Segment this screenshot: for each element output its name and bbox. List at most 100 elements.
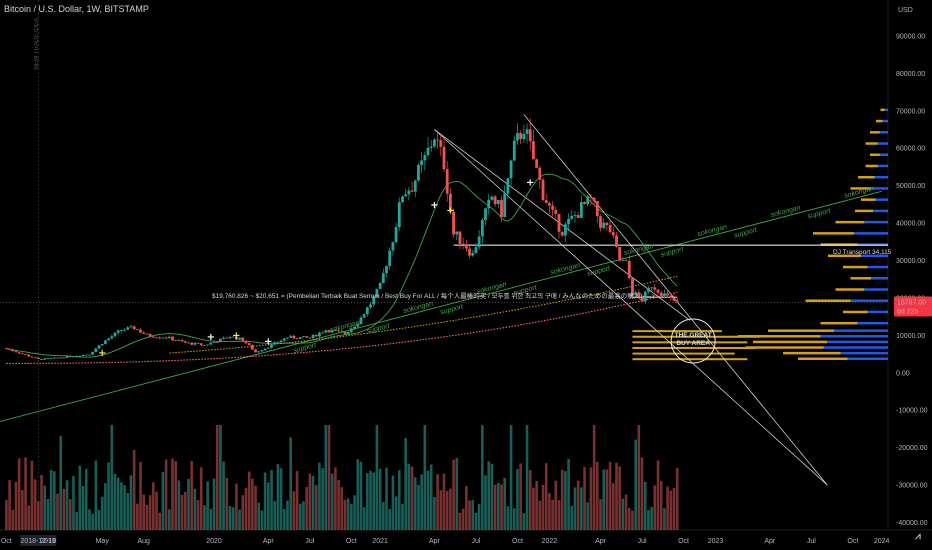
- candle-body: [506, 178, 510, 194]
- volume-bar: [267, 482, 270, 530]
- candle-body: [250, 345, 254, 350]
- current-price-label: 18787.00: [897, 299, 926, 306]
- volume-bar: [225, 477, 229, 530]
- candle-body: [273, 342, 277, 345]
- volume-profile-bar: [880, 108, 885, 112]
- volume-profile-bar: [877, 142, 888, 145]
- candle-body: [110, 336, 114, 339]
- volume-bar: [627, 508, 631, 530]
- volume-bar: [624, 494, 628, 530]
- candle-body: [321, 332, 325, 334]
- volume-bar: [608, 461, 612, 530]
- candle-body: [234, 336, 238, 340]
- volume-profile-bar: [884, 108, 888, 112]
- candle-body: [480, 220, 484, 237]
- candle-body: [119, 329, 123, 331]
- profile-extension-bar: [632, 335, 761, 338]
- candle-body: [656, 289, 660, 293]
- volume-bar: [576, 480, 580, 530]
- volume-bar: [611, 483, 615, 530]
- candle-body: [295, 338, 299, 340]
- candle-body: [429, 146, 433, 148]
- candle-body: [563, 224, 567, 236]
- tradingview-logo-icon[interactable]: ⩘: [915, 531, 921, 542]
- volume-bar: [359, 461, 363, 530]
- candle-body: [589, 196, 593, 198]
- volume-bar: [586, 502, 590, 530]
- volume-bar: [263, 472, 267, 530]
- candle-body: [203, 345, 206, 346]
- candle-body: [247, 343, 251, 346]
- volume-bar: [247, 471, 251, 530]
- volume-bar: [5, 500, 8, 530]
- volume-bar: [461, 508, 465, 530]
- volume-bar: [500, 484, 503, 530]
- candle-body: [263, 348, 267, 351]
- candle-body: [314, 334, 318, 337]
- volume-profile-bar: [850, 299, 888, 302]
- volume-bar: [423, 425, 427, 530]
- volume-bar: [72, 476, 75, 530]
- profile-extension-bar: [632, 330, 722, 333]
- candle-body: [362, 314, 366, 318]
- plus-marker-icon: +: [446, 206, 454, 217]
- volume-profile-bar: [870, 153, 880, 157]
- x-tick-label: Jul: [807, 538, 816, 545]
- volume-profile-bar: [738, 335, 821, 338]
- candle-body: [266, 347, 270, 349]
- volume-bar: [560, 469, 564, 530]
- candle-body: [385, 266, 388, 274]
- crosshair-date-box: [20, 535, 57, 546]
- profile-extension-bar: [632, 358, 748, 361]
- candle-body: [423, 155, 427, 161]
- candle-body: [599, 216, 602, 228]
- volume-profile-bar: [850, 187, 872, 190]
- candle-body: [56, 357, 59, 359]
- volume-bar: [506, 506, 510, 530]
- candle-body: [81, 354, 85, 356]
- candle-body: [132, 326, 136, 330]
- candle-body: [452, 211, 455, 235]
- volume-bar: [126, 492, 130, 530]
- candle-body: [78, 355, 82, 357]
- volume-profile-bar: [827, 340, 888, 344]
- candle-body: [187, 342, 190, 344]
- x-tick-label: Jul: [638, 538, 647, 545]
- candle-body: [627, 260, 631, 279]
- volume-bar: [212, 478, 216, 530]
- volume-bar: [314, 485, 318, 530]
- candle-body: [311, 334, 315, 339]
- candle-body: [20, 353, 24, 355]
- candle-body: [225, 337, 229, 339]
- currency-label: USD: [898, 7, 913, 14]
- volume-bar: [433, 497, 436, 530]
- candle-body: [407, 190, 411, 195]
- candle-body: [487, 199, 491, 209]
- candle-body: [254, 349, 257, 353]
- candle-body: [196, 342, 200, 344]
- candle-body: [193, 342, 197, 345]
- volume-bar: [481, 425, 484, 530]
- candle-body: [305, 336, 309, 338]
- candle-body: [135, 329, 139, 330]
- candle-body: [525, 129, 529, 134]
- volume-profile-bar: [783, 351, 841, 355]
- y-tick-label: 50000.00: [896, 183, 925, 190]
- grid: [0, 0, 932, 531]
- volume-bar: [369, 470, 372, 530]
- volume-bar: [273, 501, 277, 530]
- volume-bar: [375, 425, 379, 530]
- candle-body: [666, 293, 669, 296]
- volume-profile-bar: [820, 321, 858, 325]
- candle-body: [104, 340, 107, 344]
- x-tick-label: Jul: [305, 538, 314, 545]
- volume-bar: [78, 465, 82, 530]
- candle-body: [458, 231, 462, 244]
- volume-bar: [554, 480, 558, 530]
- volume-bar: [155, 491, 158, 530]
- volume-profile-bar: [865, 164, 878, 168]
- volume-bar: [621, 498, 625, 530]
- x-tick-label: 2023: [708, 538, 724, 545]
- volume-bar: [27, 505, 31, 530]
